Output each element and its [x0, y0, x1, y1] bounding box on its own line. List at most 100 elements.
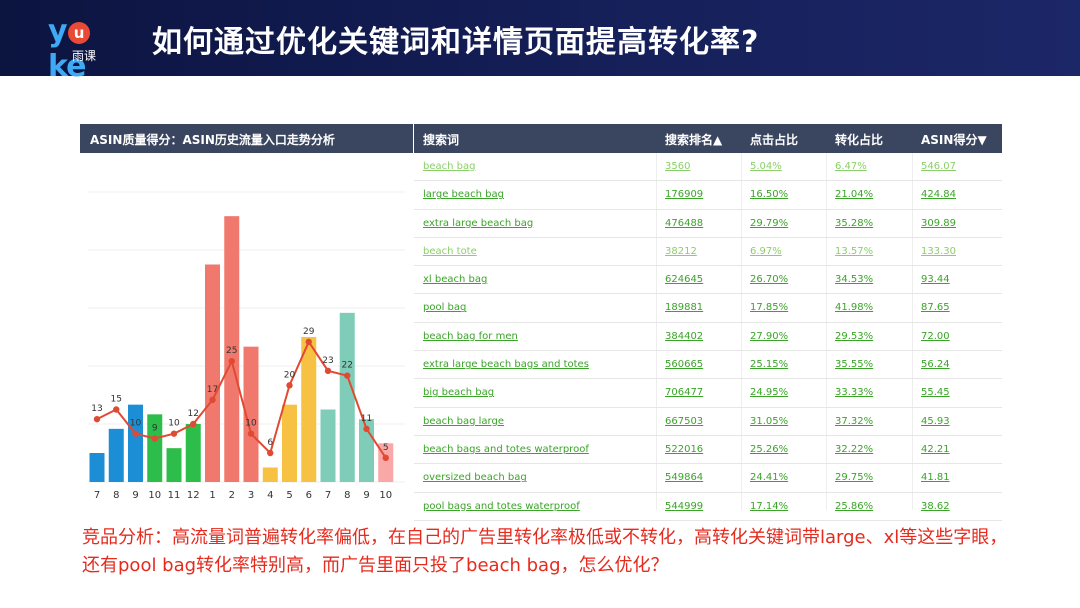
cell-click-link[interactable]: 24.41%: [750, 472, 789, 484]
cell-click-link[interactable]: 17.85%: [750, 302, 789, 314]
bar: [185, 424, 201, 482]
line-point: [93, 415, 101, 423]
x-tick-label: 10: [148, 490, 161, 501]
cell-conversion-link[interactable]: 13.57%: [835, 245, 874, 257]
column-header-rank[interactable]: 搜索排名▲: [665, 133, 723, 147]
cell-keyword-link[interactable]: big beach bag: [423, 387, 495, 399]
bar: [205, 264, 220, 482]
data-label: 10: [130, 419, 142, 429]
table-row: pool bag 189881 17.85% 41.98% 87.65: [414, 294, 1002, 323]
cell-keyword-link[interactable]: beach bag large: [423, 415, 504, 427]
cell-conversion-link[interactable]: 34.53%: [835, 274, 874, 286]
cell-score-link[interactable]: 133.30: [921, 245, 956, 257]
x-tick-label: 8: [113, 490, 119, 501]
cell-conversion-link[interactable]: 41.98%: [835, 302, 874, 314]
data-label: 29: [303, 327, 315, 337]
cell-conversion-link[interactable]: 32.22%: [835, 443, 874, 455]
cell-click-link[interactable]: 16.50%: [750, 189, 789, 201]
cell-keyword-link[interactable]: extra large beach bag: [423, 217, 534, 229]
logo-letters-ke: ke: [48, 49, 86, 84]
cell-click-link[interactable]: 27.90%: [750, 330, 789, 342]
cell-keyword-link[interactable]: pool bags and totes waterproof: [423, 500, 580, 512]
cell-click-link[interactable]: 17.14%: [750, 500, 789, 512]
cell-conversion-link[interactable]: 35.28%: [835, 217, 874, 229]
cell-score-link[interactable]: 546.07: [921, 161, 956, 172]
line-point: [363, 425, 370, 433]
cell-keyword-link[interactable]: xl beach bag: [423, 274, 488, 286]
table-row: large beach bag 176909 16.50% 21.04% 424.84: [414, 181, 1002, 210]
cell-rank-link[interactable]: 549864: [665, 472, 704, 484]
cell-conversion-link[interactable]: 29.53%: [835, 330, 874, 342]
column-header-score[interactable]: ASIN得分▼: [921, 133, 987, 147]
cell-conversion-link[interactable]: 37.32%: [835, 415, 874, 427]
cell-rank-link[interactable]: 176909: [665, 189, 704, 201]
cell-rank-link[interactable]: 38212: [665, 245, 697, 257]
data-label: 10: [245, 419, 257, 429]
cell-click-link[interactable]: 31.05%: [750, 415, 789, 427]
cell-conversion-link[interactable]: 33.33%: [835, 387, 874, 399]
cell-rank-link[interactable]: 706477: [665, 387, 704, 399]
bar: [320, 409, 336, 482]
cell-click-link[interactable]: 5.04%: [750, 161, 782, 172]
bar: [224, 216, 240, 482]
cell-rank-link[interactable]: 522016: [665, 443, 704, 455]
cell-score-link[interactable]: 41.81: [921, 472, 950, 484]
table-row: xl beach bag 624645 26.70% 34.53% 93.44: [414, 266, 1002, 295]
cell-score-link[interactable]: 93.44: [921, 274, 950, 286]
cell-score-link[interactable]: 72.00: [921, 330, 950, 342]
column-header-conversion[interactable]: 转化占比: [835, 133, 884, 147]
cell-click-link[interactable]: 24.95%: [750, 387, 789, 399]
table-row: beach bag large 667503 31.05% 37.32% 45.93: [414, 408, 1002, 436]
cell-rank-link[interactable]: 476488: [665, 217, 704, 229]
logo-letter-y: y: [48, 14, 68, 49]
cell-score-link[interactable]: 424.84: [921, 189, 956, 201]
cell-keyword-link[interactable]: beach bags and totes waterproof: [423, 443, 589, 455]
logo-letter-u: u: [67, 22, 90, 44]
cell-keyword-link[interactable]: large beach bag: [423, 189, 504, 201]
cell-conversion-link[interactable]: 25.86%: [835, 500, 874, 512]
cell-rank-link[interactable]: 560665: [665, 359, 704, 371]
cell-keyword-link[interactable]: pool bag: [423, 302, 467, 314]
cell-rank-link[interactable]: 384402: [665, 330, 704, 342]
cell-conversion-link[interactable]: 35.55%: [835, 359, 874, 371]
cell-keyword-link[interactable]: oversized beach bag: [423, 472, 527, 484]
column-header-click[interactable]: 点击占比: [750, 133, 799, 147]
cell-conversion-link[interactable]: 6.47%: [835, 161, 867, 172]
cell-score-link[interactable]: 42.21: [921, 443, 950, 455]
column-divider: [656, 153, 657, 510]
cell-keyword-link[interactable]: beach bag: [423, 161, 476, 172]
cell-keyword-link[interactable]: beach bag for men: [423, 330, 518, 342]
cell-click-link[interactable]: 25.15%: [750, 359, 789, 371]
chart-area: 7 8 9 10 11 12 1 2 3 4 5 6 7 8 9 10 13 15 10 9 10 12 17 25 10 6 20…: [80, 153, 413, 510]
cell-score-link[interactable]: 87.65: [921, 302, 950, 314]
cell-click-link[interactable]: 25.26%: [750, 443, 789, 455]
cell-rank-link[interactable]: 544999: [665, 500, 704, 512]
cell-click-link[interactable]: 26.70%: [750, 274, 789, 286]
data-label: 20: [284, 370, 296, 380]
bar: [128, 404, 143, 482]
cell-score-link[interactable]: 45.93: [921, 415, 950, 427]
cell-score-link[interactable]: 309.89: [921, 217, 956, 229]
cell-rank-link[interactable]: 189881: [665, 302, 704, 314]
bar: [166, 448, 182, 482]
table-header: 搜索词 搜索排名▲ 点击占比 转化占比 ASIN得分▼: [414, 124, 1002, 153]
cell-score-link[interactable]: 56.24: [921, 359, 950, 371]
cell-click-link[interactable]: 29.79%: [750, 217, 789, 229]
column-header-keyword[interactable]: 搜索词: [423, 133, 460, 147]
cell-rank-link[interactable]: 667503: [665, 415, 704, 427]
bar: [282, 404, 297, 482]
cell-keyword-link[interactable]: beach tote: [423, 245, 477, 257]
cell-rank-link[interactable]: 3560: [665, 161, 691, 172]
cell-rank-link[interactable]: 624645: [665, 274, 704, 286]
analysis-note: 竞品分析：高流量词普遍转化率偏低，在自己的广告里转化率极低或不转化，高转化关键词…: [82, 527, 1008, 576]
logo-subtitle: 雨课: [72, 49, 97, 63]
cell-conversion-link[interactable]: 29.75%: [835, 472, 874, 484]
x-tick-label: 4: [267, 490, 273, 501]
table-row: pool bags and totes waterproof 544999 17.1…: [414, 493, 1002, 521]
cell-conversion-link[interactable]: 21.04%: [835, 189, 874, 201]
cell-score-link[interactable]: 55.45: [921, 387, 950, 399]
table-row: beach bags and totes waterproof 522016 25.…: [414, 436, 1002, 465]
cell-click-link[interactable]: 6.97%: [750, 245, 782, 257]
cell-keyword-link[interactable]: extra large beach bags and totes: [423, 359, 589, 371]
cell-score-link[interactable]: 38.62: [921, 500, 950, 512]
